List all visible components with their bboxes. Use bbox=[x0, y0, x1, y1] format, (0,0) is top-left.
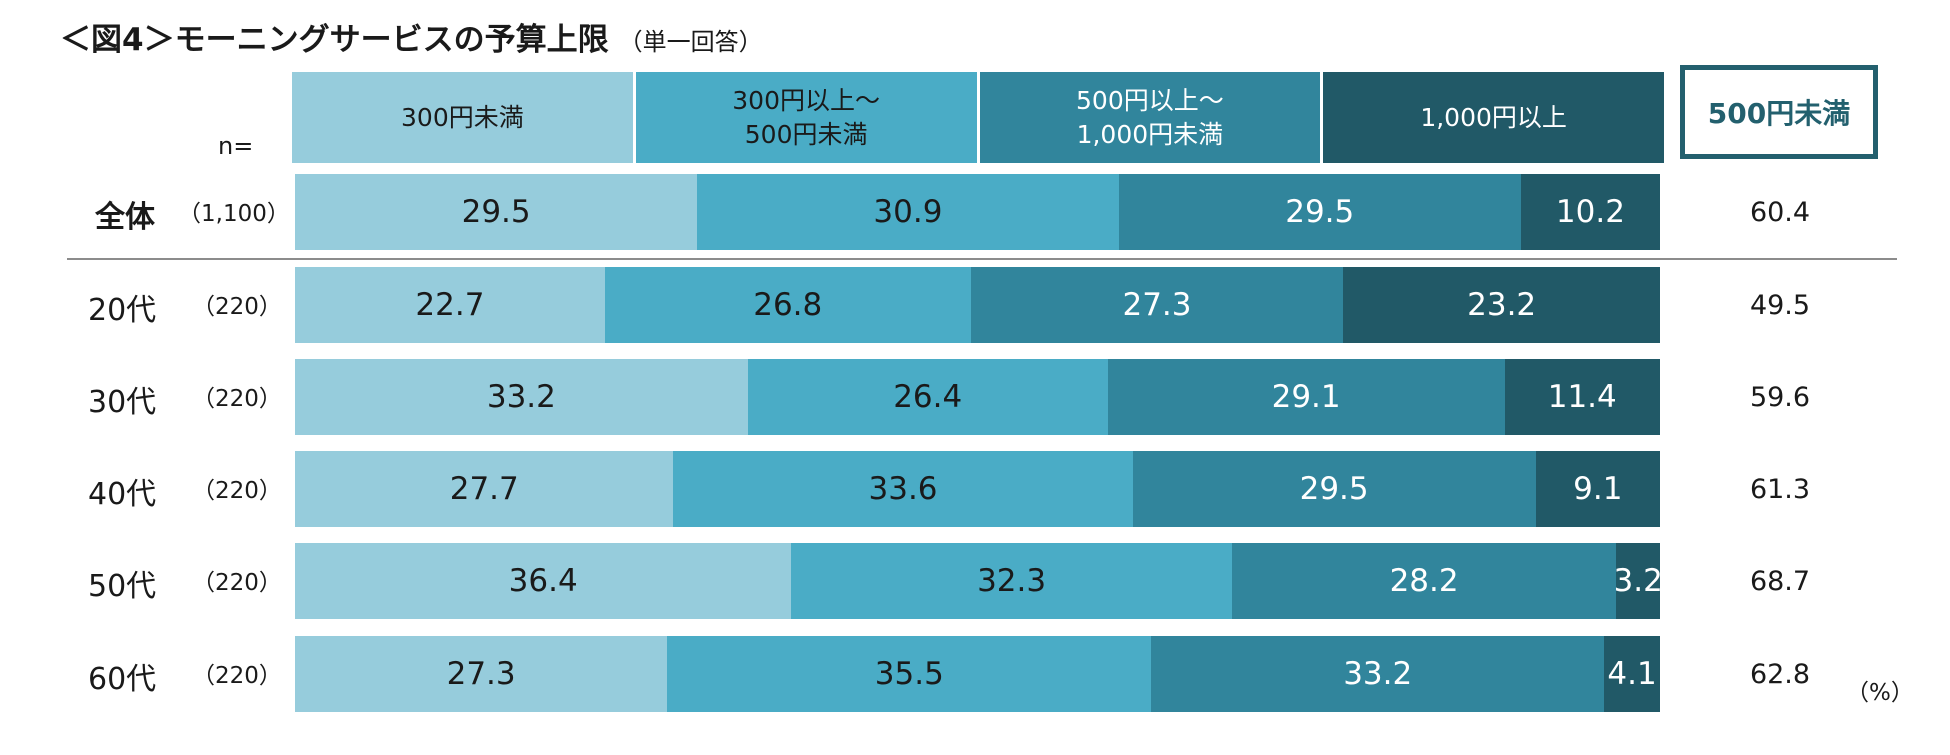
row-n: （220） bbox=[192, 294, 282, 320]
unit-label: （%） bbox=[1846, 680, 1914, 706]
bar-segment: 30.9 bbox=[697, 174, 1119, 250]
bar-segment: 33.2 bbox=[1151, 636, 1605, 712]
row-n: （220） bbox=[192, 570, 282, 596]
chart-title: ＜図4＞モーニングサービスの予算上限 （単一回答） bbox=[60, 14, 763, 59]
bar-segment: 36.4 bbox=[295, 543, 792, 619]
bar-segment: 22.7 bbox=[295, 267, 605, 343]
bar-segment: 29.5 bbox=[1118, 174, 1521, 250]
bar-segment: 32.3 bbox=[791, 543, 1232, 619]
bar-segment: 33.2 bbox=[295, 359, 748, 435]
divider bbox=[67, 258, 1897, 260]
bar-segment: 9.1 bbox=[1535, 451, 1660, 527]
row-summary-value: 62.8 bbox=[1749, 659, 1811, 690]
chart-title-main: ＜図4＞モーニングサービスの予算上限 bbox=[60, 22, 609, 58]
legend-cell: 300円以上～ 500円未満 bbox=[635, 72, 977, 163]
bar-segment: 4.1 bbox=[1604, 636, 1660, 712]
bar-segment: 29.1 bbox=[1107, 359, 1505, 435]
n-label: n= bbox=[218, 132, 254, 160]
row-summary-value: 60.4 bbox=[1749, 197, 1811, 228]
legend-cell: 500円以上～ 1,000円未満 bbox=[979, 72, 1321, 163]
bar-segment: 29.5 bbox=[295, 174, 698, 250]
bar-segment: 26.4 bbox=[747, 359, 1108, 435]
bar-segment: 28.2 bbox=[1231, 543, 1617, 619]
legend-cell: 300円未満 bbox=[292, 72, 633, 163]
row-n: （1,100） bbox=[178, 201, 290, 227]
row-n: （220） bbox=[192, 663, 282, 689]
bar-segment: 27.3 bbox=[970, 267, 1344, 343]
row-n: （220） bbox=[192, 386, 282, 412]
bar-segment: 10.2 bbox=[1520, 174, 1660, 250]
bar-segment: 27.7 bbox=[295, 451, 674, 527]
row-label: 60代 bbox=[88, 662, 157, 697]
bar-segment: 26.8 bbox=[604, 267, 971, 343]
bar-segment: 27.3 bbox=[295, 636, 668, 712]
bar-segment: 35.5 bbox=[667, 636, 1152, 712]
bar-segment: 29.5 bbox=[1132, 451, 1536, 527]
row-label: 50代 bbox=[88, 569, 157, 604]
row-n: （220） bbox=[192, 478, 282, 504]
row-summary-value: 61.3 bbox=[1749, 474, 1811, 505]
bar-segment: 23.2 bbox=[1343, 267, 1660, 343]
row-summary-value: 49.5 bbox=[1749, 290, 1811, 321]
row-label: 40代 bbox=[88, 477, 157, 512]
summary-header: 500円未満 bbox=[1680, 65, 1878, 159]
bar-segment: 33.6 bbox=[673, 451, 1133, 527]
row-label: 全体 bbox=[95, 200, 155, 235]
bar-segment: 3.2 bbox=[1616, 543, 1660, 619]
bar-segment: 11.4 bbox=[1504, 359, 1660, 435]
row-label: 30代 bbox=[88, 385, 157, 420]
legend-cell: 1,000円以上 bbox=[1323, 72, 1664, 163]
row-summary-value: 68.7 bbox=[1749, 566, 1811, 597]
row-summary-value: 59.6 bbox=[1749, 382, 1811, 413]
chart-title-sub: （単一回答） bbox=[618, 28, 763, 56]
row-label: 20代 bbox=[88, 293, 157, 328]
